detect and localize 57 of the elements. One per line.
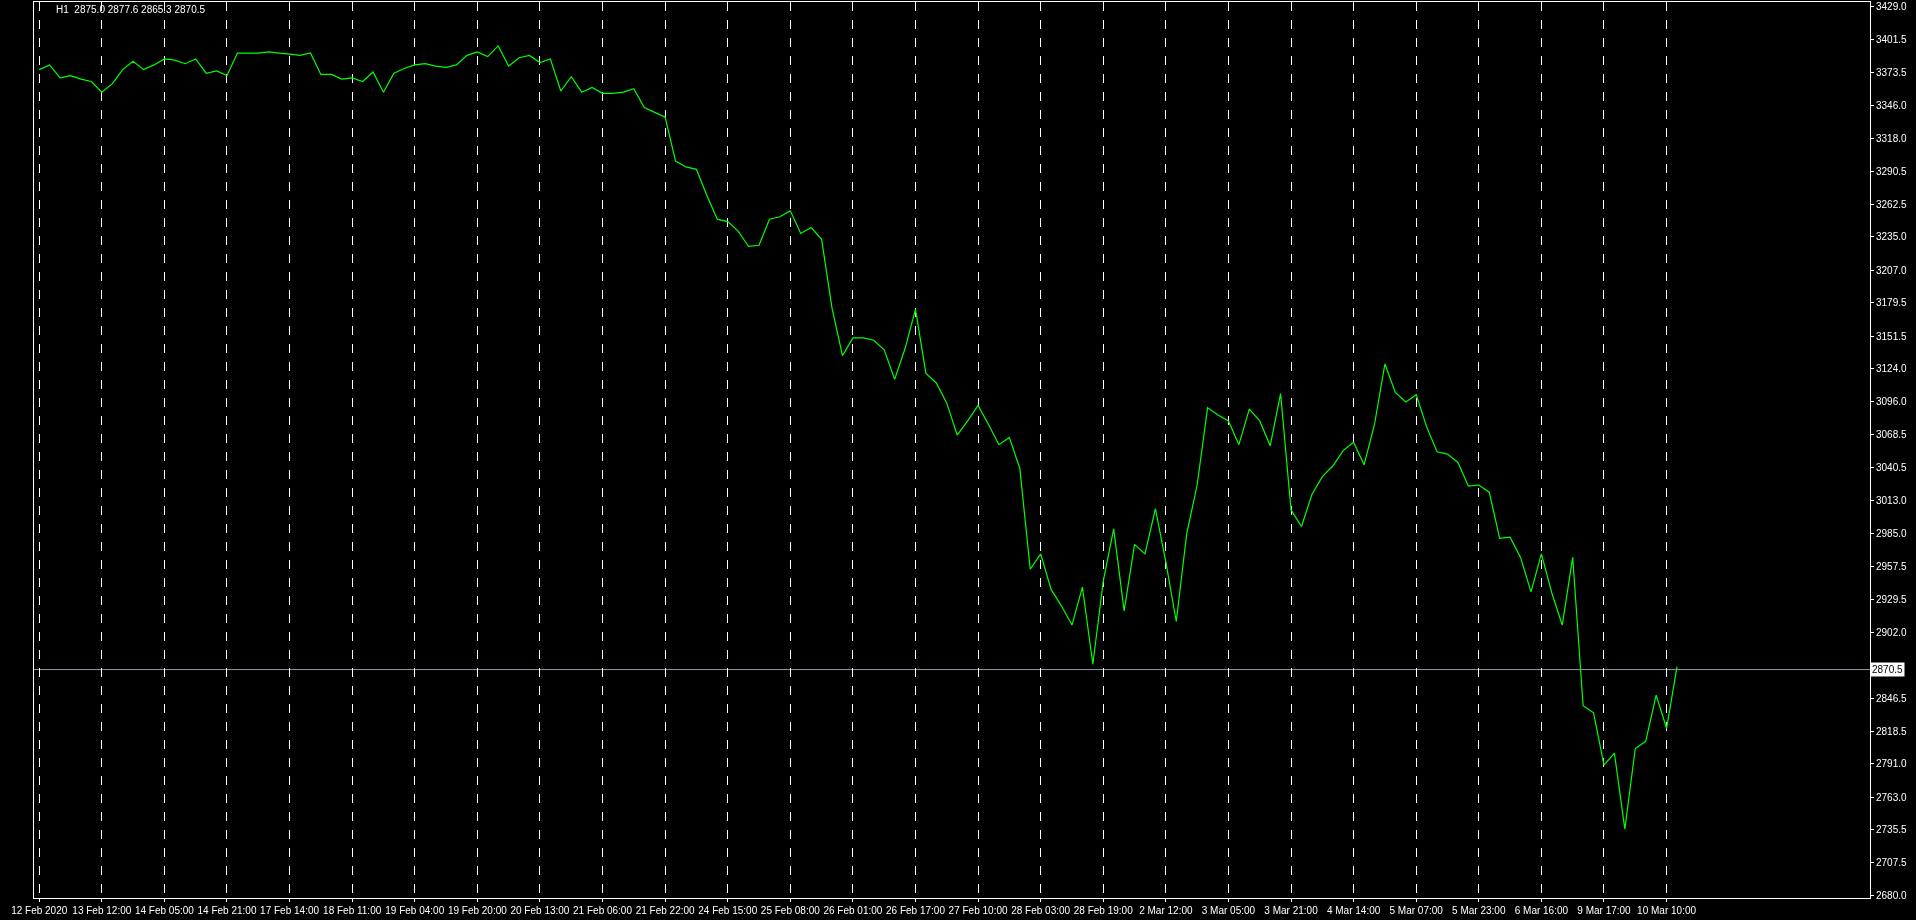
y-tick-label: 3401.5 — [1876, 33, 1908, 45]
x-tick-label: 10 Mar 10:00 — [1637, 905, 1697, 916]
x-tick-label: 28 Feb 19:00 — [1073, 905, 1134, 916]
y-tick-label: 3068.5 — [1876, 429, 1908, 441]
x-tick-label: 4 Mar 14:00 — [1326, 905, 1381, 916]
ref-line-label: 2870.5 — [1872, 664, 1904, 675]
x-tick-label: 13 Feb 12:00 — [72, 905, 132, 916]
y-tick-label: 2707.5 — [1876, 857, 1908, 869]
y-tick-label: 3040.5 — [1876, 462, 1908, 474]
x-tick-label: 26 Feb 01:00 — [823, 905, 883, 916]
x-tick-label: 17 Feb 14:00 — [260, 905, 320, 916]
x-tick-label: 21 Feb 06:00 — [573, 905, 633, 916]
y-tick-label: 3235.0 — [1876, 231, 1908, 243]
y-tick-label: 3373.5 — [1876, 67, 1908, 79]
y-tick-label: 2929.5 — [1876, 594, 1908, 606]
x-tick-label: 5 Mar 23:00 — [1452, 905, 1506, 916]
x-tick-label: 24 Feb 15:00 — [698, 905, 758, 916]
x-tick-label: 27 Feb 10:00 — [948, 905, 1008, 916]
x-tick-label: 3 Mar 05:00 — [1201, 905, 1256, 916]
y-tick-label: 3151.5 — [1876, 330, 1908, 342]
y-tick-label: 3262.5 — [1876, 198, 1908, 210]
x-tick-label: 14 Feb 05:00 — [134, 905, 195, 916]
x-tick-label: 19 Feb 04:00 — [385, 905, 445, 916]
x-tick-label: 6 Mar 16:00 — [1514, 905, 1569, 916]
y-tick-label: 3207.0 — [1876, 264, 1908, 276]
x-tick-label: 9 Mar 17:00 — [1577, 905, 1632, 916]
x-tick-label: 19 Feb 20:00 — [447, 905, 508, 916]
x-tick-label: 2 Mar 12:00 — [1139, 905, 1193, 916]
y-tick-label: 2985.0 — [1876, 528, 1908, 540]
y-tick-label: 2957.5 — [1876, 560, 1908, 572]
y-tick-label: 3290.5 — [1876, 165, 1908, 177]
y-tick-label: 2680.0 — [1876, 890, 1908, 902]
line-series — [38, 45, 1678, 830]
x-tick-label: 5 Mar 07:00 — [1389, 905, 1444, 916]
y-tick-label: 3179.5 — [1876, 297, 1908, 309]
y-tick-label: 2763.0 — [1876, 791, 1908, 803]
y-tick-label: 3346.0 — [1876, 99, 1908, 111]
x-tick-label: 25 Feb 08:00 — [760, 905, 821, 916]
y-tick-label: 2846.5 — [1876, 692, 1908, 704]
y-tick-label: 2818.5 — [1876, 725, 1908, 737]
y-tick-label: 2735.5 — [1876, 824, 1908, 836]
y-tick-label: 3096.0 — [1876, 396, 1908, 408]
chart-title: H1 2875.0 2877.6 2865.3 2870.5 — [56, 4, 206, 16]
y-tick-label: 3318.0 — [1876, 132, 1908, 144]
x-tick-label: 12 Feb 2020 — [11, 905, 68, 916]
x-tick-label: 14 Feb 21:00 — [197, 905, 257, 916]
x-tick-label: 3 Mar 21:00 — [1264, 905, 1319, 916]
x-tick-label: 26 Feb 17:00 — [886, 905, 946, 916]
x-tick-label: 20 Feb 13:00 — [510, 905, 570, 916]
x-tick-label: 28 Feb 03:00 — [1011, 905, 1071, 916]
y-tick-label: 2791.0 — [1876, 758, 1908, 770]
y-tick-label: 3429.0 — [1876, 1, 1908, 13]
y-tick-label: 2902.0 — [1876, 626, 1908, 638]
y-tick-label: 3013.0 — [1876, 494, 1908, 506]
x-tick-label: 21 Feb 22:00 — [635, 905, 696, 916]
x-tick-label: 18 Feb 11:00 — [323, 905, 382, 916]
y-tick-label: 3124.0 — [1876, 363, 1908, 375]
